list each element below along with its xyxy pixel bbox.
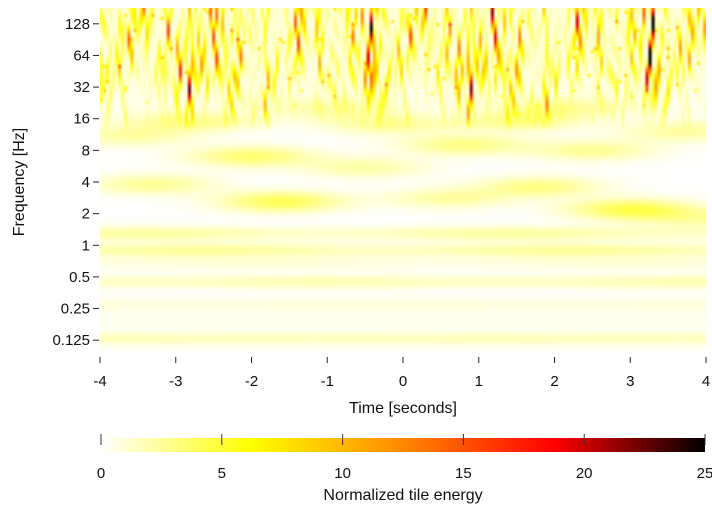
y-tick-label: 32 [73,79,90,96]
y-tick-label: 128 [65,16,90,33]
y-tick-label: 0.25 [61,301,90,318]
y-tick-label: 64 [73,47,90,64]
x-tick-label: 0 [399,373,407,390]
y-axis-title: Frequency [Hz] [11,128,28,236]
colorbar-tick-label: 0 [97,465,105,482]
colorbar-title: Normalized tile energy [323,487,482,504]
colorbar-tick-label: 20 [576,465,593,482]
heatmap-image [100,8,706,356]
x-tick-label: 4 [702,373,710,390]
colorbar: 0 5 10 15 20 25 [97,434,712,482]
colorbar-ticks: 0 5 10 15 20 25 [97,434,712,482]
x-axis: -4 -3 -2 -1 0 1 2 3 4 [93,357,710,390]
colorbar-gradient [101,438,705,452]
colorbar-tick-label: 10 [334,465,351,482]
y-tick-label: 8 [82,142,90,159]
x-tick-label: 1 [475,373,483,390]
y-tick-label: 16 [73,111,90,128]
x-tick-label: 3 [626,373,634,390]
colorbar-tick-label: 15 [455,465,472,482]
x-axis-title: Time [seconds] [349,400,457,417]
colorbar-tick-label: 25 [697,465,712,482]
y-axis: 0.125 0.25 0.5 1 2 4 8 16 32 64 128 [52,16,99,349]
x-tick-label: 2 [550,373,558,390]
y-tick-label: 0.125 [52,332,90,349]
x-tick-label: -4 [93,373,106,390]
plot-area [100,8,706,356]
colorbar-tick-label: 5 [218,465,226,482]
x-tick-label: -3 [169,373,182,390]
x-tick-label: -2 [245,373,258,390]
y-tick-label: 4 [82,174,90,191]
y-tick-label: 0.5 [69,269,90,286]
y-tick-label: 2 [82,206,90,223]
x-tick-label: -1 [321,373,334,390]
y-tick-label: 1 [82,237,90,254]
